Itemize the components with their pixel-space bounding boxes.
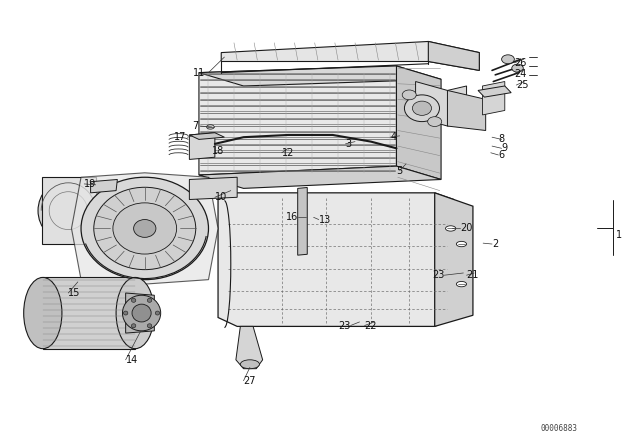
- Text: 8: 8: [499, 134, 504, 144]
- Ellipse shape: [131, 324, 136, 328]
- Polygon shape: [236, 327, 262, 369]
- Text: 16: 16: [286, 212, 298, 222]
- Text: 22: 22: [365, 320, 377, 331]
- Ellipse shape: [134, 220, 156, 237]
- Ellipse shape: [412, 101, 431, 116]
- Polygon shape: [199, 66, 396, 175]
- Ellipse shape: [132, 304, 151, 322]
- Polygon shape: [218, 193, 454, 327]
- Text: 20: 20: [460, 224, 472, 233]
- Text: 23: 23: [432, 270, 444, 280]
- Ellipse shape: [113, 203, 177, 254]
- Polygon shape: [189, 133, 215, 159]
- Polygon shape: [72, 173, 218, 284]
- Polygon shape: [199, 166, 441, 188]
- Ellipse shape: [81, 177, 209, 280]
- Text: 4: 4: [390, 132, 396, 142]
- Ellipse shape: [94, 187, 196, 270]
- Ellipse shape: [124, 311, 128, 315]
- Polygon shape: [125, 293, 154, 333]
- Ellipse shape: [131, 298, 136, 302]
- Ellipse shape: [428, 116, 442, 126]
- Ellipse shape: [402, 90, 416, 100]
- Text: 26: 26: [515, 58, 527, 68]
- Ellipse shape: [241, 360, 259, 369]
- Text: 17: 17: [174, 132, 186, 142]
- Polygon shape: [189, 177, 237, 199]
- Text: 25: 25: [516, 80, 529, 90]
- Polygon shape: [221, 42, 479, 70]
- Polygon shape: [42, 177, 96, 244]
- Polygon shape: [483, 82, 505, 115]
- Text: 9: 9: [502, 143, 508, 153]
- Ellipse shape: [147, 298, 152, 302]
- Ellipse shape: [116, 277, 154, 349]
- Polygon shape: [478, 86, 511, 97]
- Polygon shape: [428, 42, 479, 70]
- Ellipse shape: [122, 295, 161, 331]
- Polygon shape: [435, 193, 473, 327]
- Text: 21: 21: [467, 270, 479, 280]
- Text: 12: 12: [282, 148, 294, 158]
- Text: 6: 6: [499, 150, 504, 160]
- Ellipse shape: [502, 55, 515, 64]
- Polygon shape: [43, 277, 135, 349]
- Ellipse shape: [512, 64, 524, 72]
- Text: 18: 18: [212, 146, 224, 155]
- Polygon shape: [199, 66, 441, 86]
- Polygon shape: [91, 180, 117, 193]
- Text: 00006883: 00006883: [540, 424, 577, 433]
- Polygon shape: [415, 82, 467, 126]
- Ellipse shape: [207, 125, 214, 129]
- Ellipse shape: [156, 311, 160, 315]
- Polygon shape: [298, 188, 307, 255]
- Text: 2: 2: [492, 239, 499, 249]
- Text: 7: 7: [193, 121, 199, 131]
- Ellipse shape: [456, 241, 467, 247]
- Text: 5: 5: [396, 166, 403, 176]
- Ellipse shape: [456, 281, 467, 287]
- Ellipse shape: [147, 324, 152, 328]
- Polygon shape: [447, 90, 486, 130]
- Text: 3: 3: [346, 139, 351, 149]
- Polygon shape: [396, 66, 441, 180]
- Text: 19: 19: [84, 179, 97, 189]
- Text: 15: 15: [68, 288, 81, 298]
- Text: 14: 14: [125, 355, 138, 365]
- Ellipse shape: [24, 277, 62, 349]
- Text: 1: 1: [616, 230, 623, 240]
- Text: 11: 11: [193, 68, 205, 78]
- Polygon shape: [189, 133, 225, 139]
- Text: 23: 23: [338, 320, 351, 331]
- Ellipse shape: [445, 226, 456, 231]
- Ellipse shape: [404, 95, 440, 121]
- Ellipse shape: [38, 180, 99, 242]
- Text: 27: 27: [244, 376, 256, 386]
- Text: 10: 10: [215, 192, 227, 202]
- Text: 13: 13: [319, 215, 331, 224]
- Text: 24: 24: [515, 69, 527, 78]
